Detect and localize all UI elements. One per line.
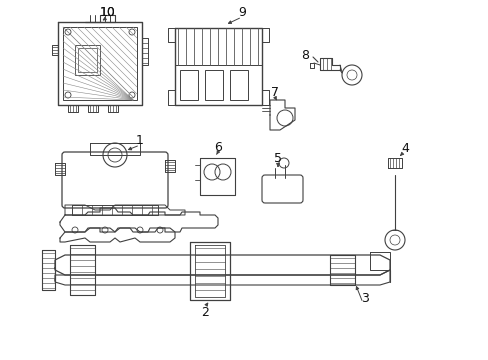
Text: 10: 10: [100, 5, 116, 18]
Text: 5: 5: [273, 152, 282, 165]
Bar: [63, 27, 137, 100]
Bar: [78, 48, 97, 72]
Text: 6: 6: [214, 140, 222, 153]
Text: 4: 4: [400, 141, 408, 154]
Bar: [229, 70, 247, 100]
Text: 1: 1: [136, 134, 143, 147]
Text: 7: 7: [270, 86, 279, 99]
Text: 9: 9: [238, 5, 245, 18]
Text: 10: 10: [100, 5, 116, 18]
Bar: [180, 70, 198, 100]
Bar: [204, 70, 223, 100]
Text: 2: 2: [201, 306, 208, 319]
Bar: [75, 45, 100, 75]
Bar: [175, 65, 262, 105]
Text: 3: 3: [360, 292, 368, 305]
Text: 8: 8: [301, 49, 308, 62]
